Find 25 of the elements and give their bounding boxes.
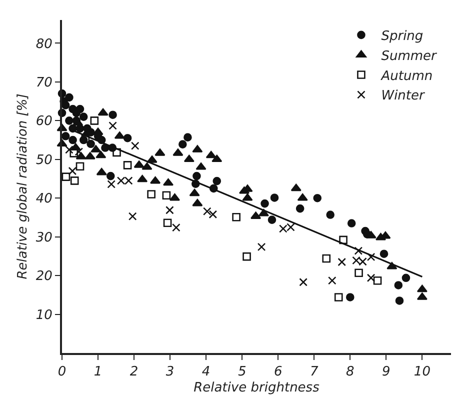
x-tick-label: 8 xyxy=(346,364,354,380)
y-tick-label: 60 xyxy=(36,114,52,130)
x-axis-title: Relative brightness xyxy=(194,380,320,396)
x-tick-label: 10 xyxy=(414,364,430,380)
y-axis-title: Relative global radiation [%] xyxy=(15,94,30,280)
x-tick-label: 0 xyxy=(58,364,66,380)
y-tick-label: 70 xyxy=(36,76,52,90)
y-tick-label: 20 xyxy=(36,269,52,284)
y-tick-label: 50 xyxy=(36,152,52,168)
y-tick-label: 80 xyxy=(36,36,52,52)
legend-label: Winter xyxy=(381,88,426,104)
x-tick-label: 9 xyxy=(382,364,390,380)
x-tick-label: 4 xyxy=(202,364,210,380)
y-tick-label: 40 xyxy=(36,192,52,207)
legend-label: Summer xyxy=(381,48,438,64)
x-tick-label: 1 xyxy=(94,364,102,380)
x-tick-label: 5 xyxy=(238,364,246,380)
x-tick-label: 2 xyxy=(130,364,138,380)
x-tick-label: 6 xyxy=(274,364,282,380)
y-tick-label: 10 xyxy=(36,308,52,323)
legend-label: Spring xyxy=(381,29,424,44)
legend-label: Autumn xyxy=(380,68,433,84)
y-tick-label: 30 xyxy=(36,230,52,246)
x-tick-label: 3 xyxy=(166,364,174,380)
x-tick-label: 7 xyxy=(310,364,319,380)
